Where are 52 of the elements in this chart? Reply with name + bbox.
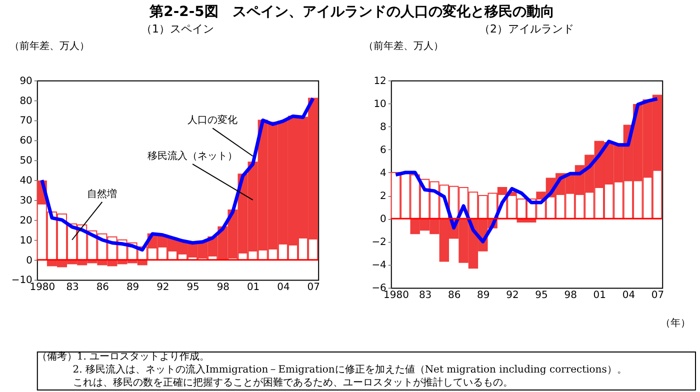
chart-subtitle: （2）アイルランド — [479, 22, 574, 36]
x-tick-label: 83 — [66, 282, 79, 294]
y-tick-label: −6 — [372, 283, 386, 294]
y-axis-title: （前年差、万人） — [9, 40, 90, 52]
y-tick-label: 50 — [20, 156, 32, 167]
chart-subtitle: （1）スペイン — [141, 22, 214, 36]
y-tick-label: 6 — [380, 144, 386, 156]
y-tick-label: 60 — [20, 136, 32, 147]
x-tick-label: 01 — [593, 290, 606, 302]
x-tick-label: 83 — [418, 290, 432, 302]
x-tick-label: 92 — [506, 290, 519, 302]
x-tick-label: 07 — [307, 282, 320, 294]
y-tick-label: −10 — [11, 275, 32, 286]
y-tick-label: 8 — [380, 122, 386, 133]
x-tick-label: 89 — [477, 290, 490, 302]
text: 2. 移民流入は、ネットの流入Immigration－Emigrationに修正を加えた値（Net migration including corrections）。 — [72, 363, 627, 376]
y-tick-label: 0 — [26, 255, 32, 266]
text: 第2-2-5図 スペイン、アイルランドの人口の変化と移民の動向 — [148, 3, 554, 20]
x-tick-label: 92 — [156, 282, 170, 294]
x-tick-label: 1980 — [384, 290, 409, 302]
annotation: 移民流入（ネット） — [148, 150, 238, 162]
y-tick-label: 30 — [20, 195, 32, 206]
annotation: 人口の変化 — [188, 114, 238, 126]
x-tick-label: 86 — [96, 282, 110, 294]
y-tick-label: 90 — [20, 76, 32, 87]
x-axis-title: （年） — [660, 317, 691, 330]
x-tick-label: 86 — [448, 290, 461, 302]
text: これは、移民の数を正確に把握することが困難であるため、ユーロスタットが推計しているもの。 — [72, 376, 513, 388]
annotation: 自然増 — [87, 188, 118, 200]
y-tick-label: 10 — [20, 235, 32, 246]
x-tick-label: 04 — [622, 290, 636, 302]
x-tick-label: 98 — [216, 282, 230, 294]
y-tick-label: 0 — [380, 214, 386, 226]
x-tick-label: 01 — [246, 282, 260, 294]
y-axis-title: （前年差、万人） — [363, 40, 444, 52]
y-tick-label: 40 — [20, 176, 32, 187]
y-tick-label: 70 — [20, 116, 32, 127]
y-tick-label: 80 — [20, 96, 32, 107]
x-tick-label: 1980 — [30, 282, 56, 294]
y-tick-label: 20 — [20, 215, 32, 226]
y-tick-label: 10 — [374, 98, 386, 110]
x-tick-label: 98 — [564, 290, 577, 302]
x-tick-label: 95 — [535, 290, 548, 302]
x-tick-label: 04 — [277, 282, 290, 294]
y-tick-label: 4 — [380, 168, 386, 179]
x-tick-label: 95 — [186, 282, 200, 294]
y-tick-label: −2 — [372, 237, 386, 248]
x-tick-label: 89 — [126, 282, 140, 294]
y-tick-label: 2 — [380, 191, 386, 202]
y-tick-label: −4 — [372, 260, 386, 272]
y-tick-label: 12 — [374, 76, 386, 87]
x-tick-label: 07 — [651, 290, 664, 302]
